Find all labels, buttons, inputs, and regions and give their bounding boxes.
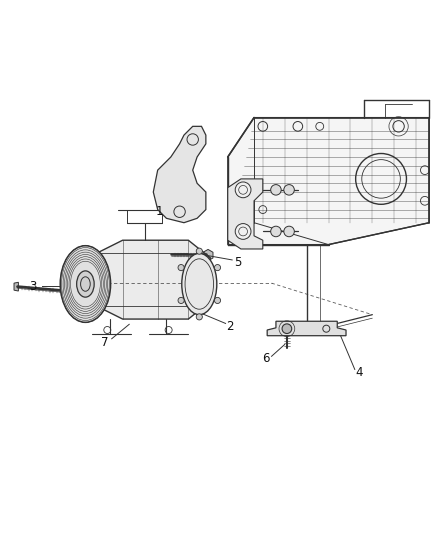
Polygon shape <box>228 179 263 249</box>
Polygon shape <box>267 321 346 336</box>
Polygon shape <box>14 282 18 291</box>
Text: 2: 2 <box>226 320 234 333</box>
Circle shape <box>178 297 184 303</box>
Polygon shape <box>153 126 206 223</box>
Text: 3: 3 <box>29 280 36 293</box>
Text: 6: 6 <box>262 352 270 366</box>
Circle shape <box>235 182 251 198</box>
Circle shape <box>178 264 184 271</box>
Circle shape <box>235 223 251 239</box>
Circle shape <box>284 184 294 195</box>
Text: 1: 1 <box>156 205 164 218</box>
Ellipse shape <box>60 246 110 322</box>
Ellipse shape <box>182 253 217 314</box>
Ellipse shape <box>77 271 94 297</box>
Circle shape <box>271 226 281 237</box>
Circle shape <box>215 297 221 303</box>
Polygon shape <box>96 240 210 319</box>
Circle shape <box>196 314 202 320</box>
Circle shape <box>271 184 281 195</box>
Polygon shape <box>228 118 429 245</box>
Text: 5: 5 <box>234 256 241 269</box>
Circle shape <box>196 248 202 254</box>
Text: 7: 7 <box>101 336 109 349</box>
Circle shape <box>215 264 221 271</box>
Circle shape <box>282 324 292 334</box>
Text: 4: 4 <box>355 366 363 379</box>
Circle shape <box>284 226 294 237</box>
